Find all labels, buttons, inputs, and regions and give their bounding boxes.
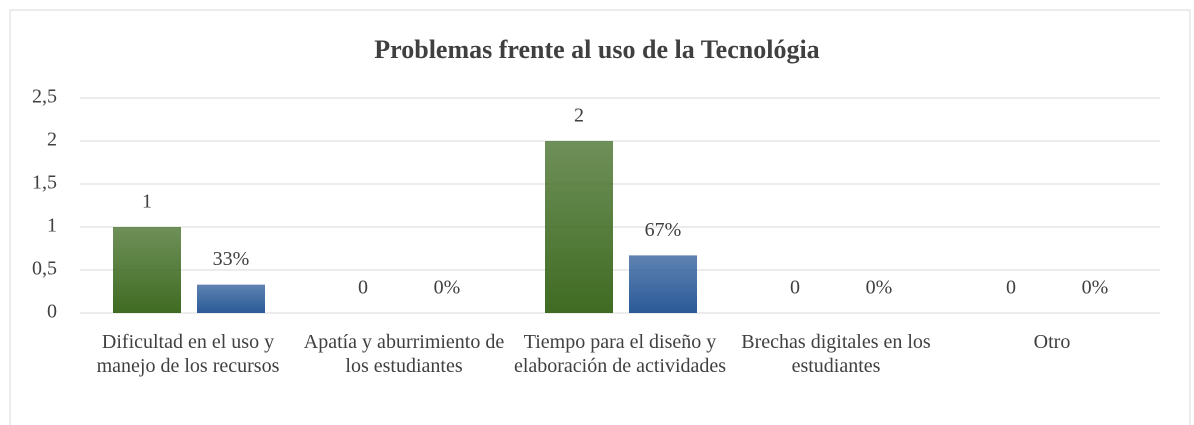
chart-title: Problemas frente al uso de la Tecnológia [374, 35, 819, 64]
y-tick-label: 0,5 [32, 258, 57, 280]
data-label: 2 [574, 105, 584, 127]
bar [629, 255, 697, 313]
y-tick-label: 2,5 [32, 86, 57, 108]
x-tick-label: Otro [1033, 331, 1071, 353]
data-label: 0% [1082, 277, 1109, 299]
x-tick-label: Brechas digitales en los estudiantes [741, 331, 931, 377]
data-label: 0% [866, 277, 893, 299]
bar [113, 227, 181, 313]
y-tick-label: 2 [47, 129, 57, 151]
x-tick-label: Dificultad en el uso y manejo de los rec… [96, 331, 280, 377]
data-label: 1 [142, 191, 152, 213]
data-label: 67% [645, 219, 682, 241]
y-tick-label: 0 [47, 301, 57, 323]
y-tick-label: 1 [47, 215, 57, 237]
bar [545, 141, 613, 313]
data-label: 0 [790, 277, 800, 299]
data-label: 33% [213, 248, 250, 270]
data-label: 0 [1006, 277, 1016, 299]
data-label: 0 [358, 277, 368, 299]
x-tick-label: Tiempo para el diseño y elaboración de a… [513, 331, 727, 377]
y-tick-label: 1,5 [32, 172, 57, 194]
data-label: 0% [434, 277, 461, 299]
bar [197, 284, 265, 313]
x-tick-label: Apatía y aburrimiento de los estudiantes [303, 331, 505, 377]
